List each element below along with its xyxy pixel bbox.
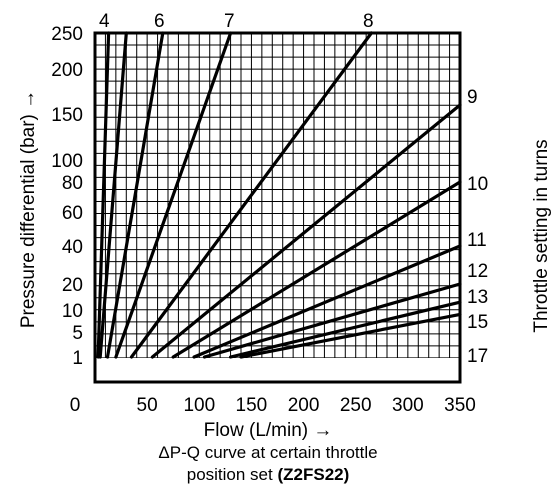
curve-13 [202,282,462,359]
caption-line-1: ΔP-Q curve at certain throttle [158,443,377,462]
y-tick-label: 1 [72,348,83,369]
y-tick-label: 40 [62,237,83,258]
y-axis-title: Pressure differential (bar) → [18,90,39,328]
right-axis-title: Throttle setting in turns [531,139,552,332]
caption-line-2: position set (Z2FS22) [187,465,350,484]
plot-border [93,31,462,384]
y-tick-label: 100 [51,151,83,172]
x-tick-label: 150 [236,395,268,416]
curve-label-11: 11 [467,230,487,251]
curve-label-13: 13 [467,287,488,308]
curve-label-9: 9 [467,87,478,108]
y-tick-label: 80 [62,173,83,194]
x-tick-labels: 0 50 100 150 200 250 300 350 [70,395,476,416]
curve-6 [98,31,128,359]
curve-label-6: 6 [154,11,165,32]
x-tick-label: 200 [288,395,320,416]
curve-label-8: 8 [363,11,374,32]
y-tick-label: 250 [51,24,83,45]
y-tick-label: 60 [62,203,83,224]
origin-band [96,358,459,381]
plot-frame [93,31,462,384]
x-tick-label: 350 [444,395,476,416]
x-tick-label: 300 [392,395,424,416]
curves [96,31,462,359]
curve-labels: 4 6 7 8 9 10 11 12 13 15 17 [99,11,488,367]
x-tick-label: 50 [137,395,158,416]
curve-8 [114,31,233,359]
curve-12 [192,244,462,359]
y-tick-label: 20 [62,275,83,296]
x-tick-label: 250 [340,395,372,416]
curve-15 [229,300,462,359]
caption-line-2-normal: position set [187,465,278,484]
y-tick-label: 10 [62,301,83,322]
curve-17 [239,312,462,359]
y-tick-label: 200 [51,60,83,81]
x-axis-title: Flow (L/min) → [204,420,333,441]
x-tick-label: 100 [183,395,215,416]
x-tick-label: 0 [70,395,81,416]
curve-label-12: 12 [467,261,488,282]
y-tick-label: 150 [51,105,83,126]
curve-11 [171,180,462,359]
curve-10 [150,103,462,359]
grid [95,33,460,382]
curve-9 [129,31,373,359]
curve-label-4: 4 [99,11,110,32]
curve-7 [105,31,165,359]
curve-label-10: 10 [467,174,488,195]
curve-label-17: 17 [467,346,488,367]
curve-label-15: 15 [467,312,488,333]
curve-label-7: 7 [224,11,235,32]
caption-line-2-bold: (Z2FS22) [277,465,349,484]
curve-4 [96,31,111,359]
y-tick-label: 5 [72,323,83,344]
